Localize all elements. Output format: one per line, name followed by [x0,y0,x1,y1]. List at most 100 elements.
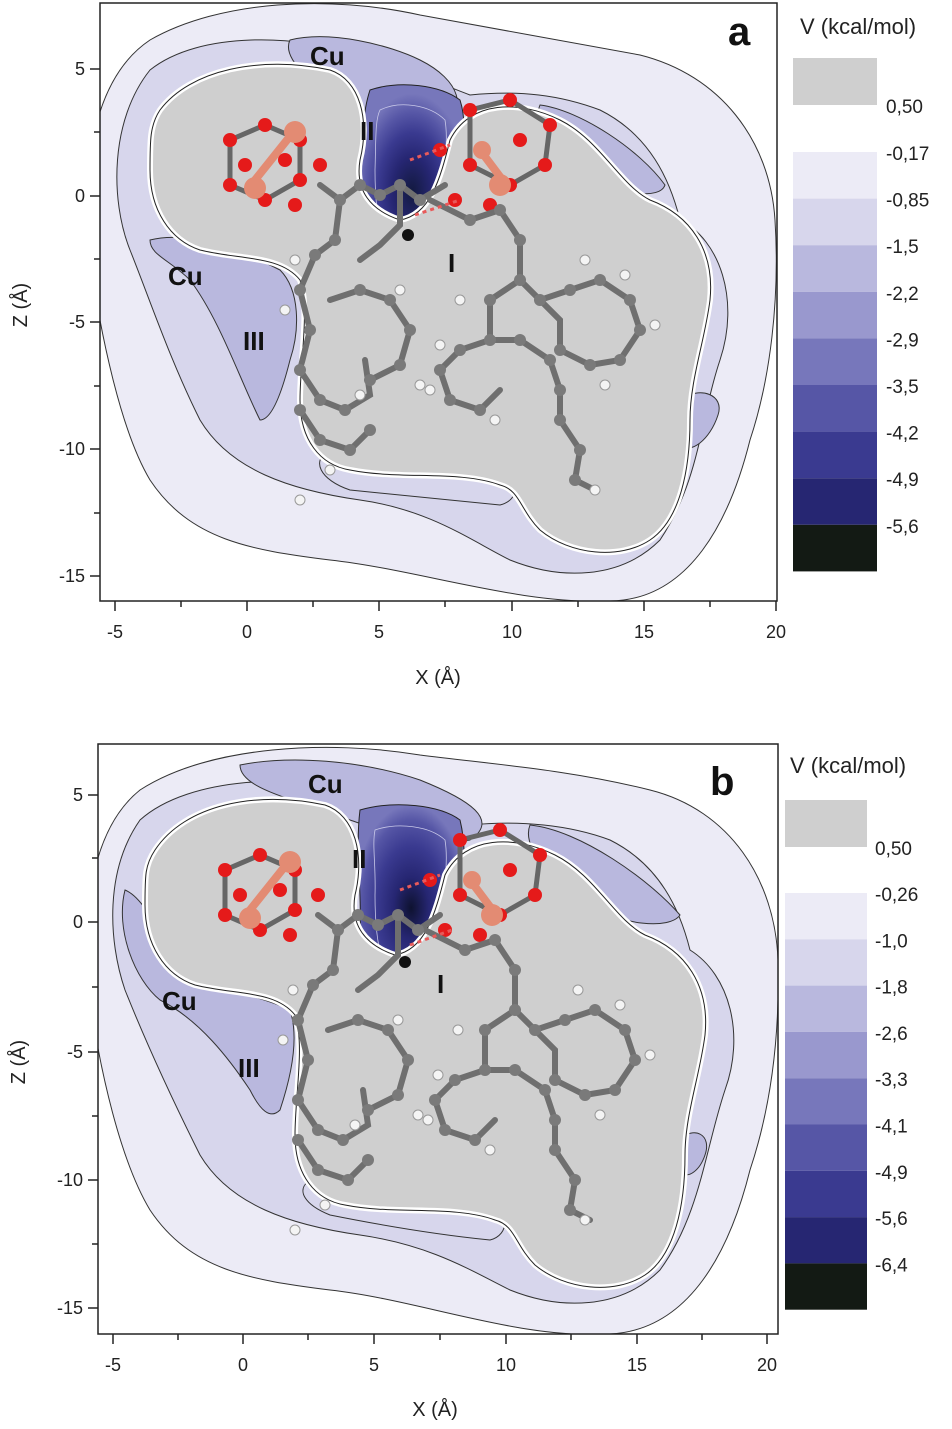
legend-level-label: -5,6 [886,517,919,538]
legend-swatch [793,152,877,199]
oxygen-atoms-right-a [433,93,557,212]
x-axis-label-a: X (Å) [415,666,461,689]
legend-swatch [785,1263,867,1310]
x-tick-label: 0 [238,1355,248,1375]
legend-swatch-gray-b [785,800,867,847]
legend-swatches-b: -0,26 -1,0 -1,8 -2,6 -3,3 -4,1 -4,9 -5,6 -6,4 [785,885,918,1310]
legend-title-a: V (kcal/mol) [800,14,916,39]
legend-level-label: -4,9 [875,1163,908,1184]
hydrogen-atoms-a [279,254,661,506]
x-tick-label: 5 [369,1355,379,1375]
legend-swatch [785,939,867,986]
legend-level-label: -2,9 [886,330,919,351]
carbon-atoms-a [294,179,646,486]
legend-label-gray-b: 0,50 [875,839,912,860]
x-tick-label: 5 [374,622,384,642]
y-tick-label: 5 [73,785,83,805]
legend-level-label: -2,6 [875,1024,908,1045]
dashed-bond-b [399,873,453,947]
x-tick-label: 10 [496,1355,516,1375]
legend-swatch [785,1031,867,1079]
hydrogen-atoms-b [277,984,656,1236]
dark-atom-a [402,229,414,241]
x-tick-label: -5 [105,1355,121,1375]
copper-atoms-right-b [463,871,503,926]
legend-level-label: -4,1 [875,1117,908,1138]
x-axis-label-b: X (Å) [412,1398,458,1421]
legend-swatch [793,385,877,432]
legend-level-label: -6,4 [875,1255,908,1276]
copper-atoms-left-b [239,851,301,929]
x-tick-labels-a: -5 0 5 10 15 20 [107,622,786,642]
y-tick-labels-a: 5 0 -5 -10 -15 [59,59,85,586]
legend-label-gray-a: 0,50 [886,97,923,118]
legend-swatch [785,1170,867,1218]
contour-map-a [100,3,777,601]
legend-level-label: -0,26 [875,885,918,906]
y-tick-label: -15 [57,1298,83,1318]
site-label-iii-b: III [238,1053,260,1083]
legend-level-label: -4,2 [886,424,919,445]
y-tick-label: -5 [67,1042,83,1062]
legend-swatch [793,431,877,479]
x-tick-labels-b: -5 0 5 10 15 20 [105,1355,777,1375]
legend-swatch [793,524,877,572]
legend-swatches-a: -0,17 -0,85 -1,5 -2,2 -2,9 -3,5 -4,2 -4,9 -5,6 [793,144,929,572]
site-label-i-b: I [437,969,444,999]
site-label-cu-left-a: Cu [168,261,203,291]
y-tick-label: -15 [59,566,85,586]
legend-swatch [785,1124,867,1171]
legend-level-label: -0,85 [886,191,929,212]
x-tick-label: 10 [502,622,522,642]
site-label-i-a: I [448,248,455,278]
y-axis-a [90,68,100,577]
legend-level-label: -1,5 [886,237,919,258]
x-tick-label: -5 [107,622,123,642]
legend-level-label: -3,5 [886,377,919,398]
y-tick-label: -5 [69,312,85,332]
molecule-a [223,93,661,506]
legend-swatch [793,198,877,246]
legend-swatch [785,985,867,1032]
legend-level-label: -0,17 [886,144,929,165]
y-axis-label-b: Z (Å) [7,1040,30,1084]
x-tick-label: 20 [757,1355,777,1375]
y-tick-label: 5 [75,59,85,79]
site-label-cu-top-a: Cu [310,41,345,71]
copper-atoms-right-a [473,141,511,196]
y-axis-label-a: Z (Å) [9,283,32,327]
panel-a: -5 0 5 10 15 20 5 0 -5 -10 -15 X (Å) Z (… [9,2,929,689]
x-axis-a [114,601,777,611]
dark-atom-b [399,956,411,968]
legend-swatch [785,1217,867,1264]
legend-swatch [785,1078,867,1125]
legend-level-label: -1,0 [875,931,908,952]
legend-level-label: -5,6 [875,1209,908,1230]
legend-swatch [793,291,877,339]
dashed-bond-a [409,143,461,217]
legend-swatch [793,478,877,525]
site-label-ii-b: II [352,844,366,874]
y-tick-label: 0 [75,186,85,206]
legend-level-label: -4,9 [886,470,919,491]
y-tick-labels-b: 5 0 -5 -10 -15 [57,785,83,1318]
molecule-b [218,823,656,1236]
carbon-atoms-b [292,909,641,1216]
x-axis-b [112,1334,768,1344]
site-label-cu-top-b: Cu [308,769,343,799]
plot-frame-a [99,2,778,602]
panel-letter-b: b [710,760,734,804]
legend-swatch-gray-a [793,58,877,105]
x-tick-label: 0 [242,622,252,642]
plot-frame-b [97,743,779,1335]
legend-level-label: -3,3 [875,1070,908,1091]
y-tick-label: 0 [73,912,83,932]
legend-level-label: -1,8 [875,978,908,999]
oxygen-atoms-left-b [218,848,325,942]
legend-a: V (kcal/mol) 0,50 -0,17 -0,85 -1,5 -2,2 -2,9… [793,14,929,572]
contour-map-b [98,746,778,1334]
site-label-cu-left-b: Cu [162,986,197,1016]
panel-letter-a: a [728,10,751,54]
y-axis-b [88,794,98,1309]
